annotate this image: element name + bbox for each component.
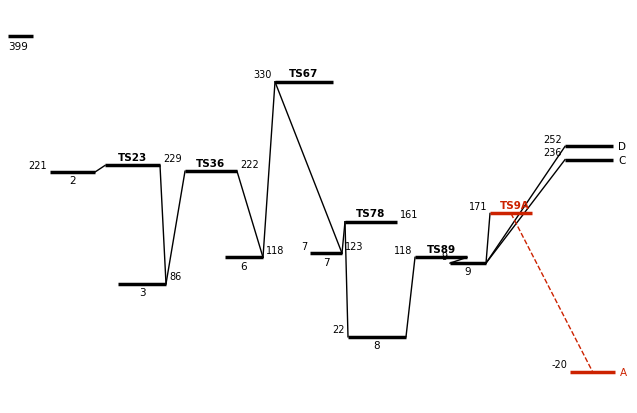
Text: 6: 6 [241, 261, 247, 271]
Text: 86: 86 [169, 272, 182, 282]
Text: TS23: TS23 [118, 153, 147, 163]
Text: -20: -20 [551, 359, 567, 369]
Text: 222: 222 [240, 159, 259, 169]
Text: 171: 171 [468, 202, 487, 211]
Text: 9: 9 [441, 251, 447, 261]
Text: 236: 236 [543, 148, 562, 158]
Text: 252: 252 [543, 135, 562, 145]
Text: TS78: TS78 [356, 209, 385, 219]
Text: 7: 7 [301, 241, 307, 251]
Text: C: C [618, 155, 626, 165]
Text: 9: 9 [464, 267, 471, 277]
Text: 3: 3 [139, 287, 145, 297]
Text: 118: 118 [394, 245, 412, 255]
Text: 8: 8 [374, 340, 380, 350]
Text: A: A [620, 367, 627, 377]
Text: TS67: TS67 [289, 69, 318, 79]
Text: 2: 2 [69, 176, 76, 186]
Text: 161: 161 [400, 210, 419, 220]
Text: TS9A: TS9A [500, 201, 530, 211]
Text: D: D [618, 142, 626, 152]
Text: 221: 221 [29, 160, 47, 170]
Text: 123: 123 [345, 241, 364, 251]
Text: 399: 399 [8, 42, 28, 52]
Text: 330: 330 [254, 70, 272, 80]
Text: 7: 7 [323, 257, 329, 267]
Text: TS89: TS89 [426, 244, 455, 254]
Text: 22: 22 [333, 325, 345, 335]
Text: TS36: TS36 [196, 159, 225, 169]
Text: 229: 229 [163, 154, 182, 164]
Text: 118: 118 [266, 245, 284, 255]
